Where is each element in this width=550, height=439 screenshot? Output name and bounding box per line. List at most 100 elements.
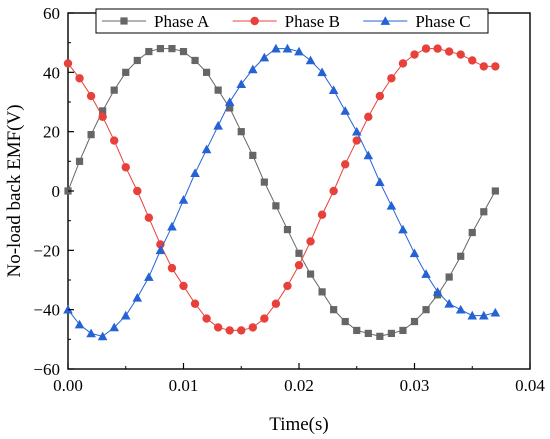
data-point [120,310,131,320]
data-point [122,68,130,76]
data-point [236,79,247,89]
data-point [190,168,200,178]
series-phase-a [64,45,499,340]
data-point [455,304,466,314]
legend-label: Phase A [154,12,210,31]
data-point [226,104,234,112]
data-point [468,56,477,65]
data-point [294,260,304,270]
series-line [67,48,496,337]
data-point [203,68,211,76]
data-point [259,52,270,62]
y-tick-label: 60 [43,4,60,23]
series-phase-b [63,44,500,335]
legend-label: Phase B [285,12,340,31]
data-point [432,287,443,296]
data-point [145,47,153,56]
y-tick-label: 0 [52,182,61,201]
data-point [74,319,85,329]
x-tick-label: 0.03 [400,376,430,395]
y-tick-label: −40 [33,301,60,320]
data-point [421,269,431,278]
data-point [179,281,188,291]
legend-label: Phase C [415,12,470,31]
data-point [317,210,327,219]
legend: Phase A Phase B Phase C [95,8,489,34]
data-point [363,150,374,160]
data-point [144,213,154,222]
data-point [351,126,362,136]
data-point [75,74,84,83]
data-point [178,195,189,204]
x-tick-label: 0.00 [53,376,83,395]
data-point [306,237,315,246]
data-point [248,323,257,332]
data-point [272,202,280,210]
data-point [457,252,465,260]
data-point [318,288,326,296]
data-point [386,201,397,210]
data-point [156,45,164,53]
data-point [167,221,177,231]
data-point [260,314,269,323]
data-point [387,74,396,83]
data-point [132,293,143,302]
data-point [109,322,119,332]
data-point [410,317,419,326]
series-layer [63,43,501,341]
data-point [260,178,268,186]
axes-layer: 0.00 0.01 0.02 0.03 0.04 −60 −40 −20 0 20 40 60 [33,4,545,395]
data-point [98,112,107,122]
data-point [456,50,465,59]
data-point [63,59,73,68]
data-point [271,299,281,308]
y-tick-label: 40 [43,63,60,82]
data-point [214,86,222,94]
y-axis-title: No-load back EMF(V) [4,104,25,277]
data-point [468,228,476,237]
data-point [444,47,454,56]
y-tick-label: −20 [33,241,60,260]
data-point [340,106,350,115]
data-point [341,160,350,169]
data-point [213,120,223,130]
legend-marker [250,16,259,26]
x-tick-label: 0.02 [284,376,314,395]
data-point [353,326,361,335]
y-tick-label: −60 [33,360,60,379]
data-point [445,273,453,281]
series-line [67,48,496,337]
data-point [375,177,385,186]
data-point [387,329,395,337]
legend-marker [380,16,391,25]
data-point [410,50,419,59]
data-point [225,326,234,335]
data-point [329,186,338,196]
data-point [97,331,108,341]
data-point [317,67,327,77]
data-point [480,208,488,216]
data-point [201,144,212,154]
data-point [328,85,339,94]
data-point [133,56,141,65]
data-point [190,299,200,308]
data-point [99,107,107,115]
data-point [144,272,154,281]
data-point [398,224,408,234]
data-point [398,59,408,68]
data-point [224,97,235,106]
data-point [491,62,500,71]
data-point [121,163,130,172]
series-phase-c [63,43,501,341]
data-point [341,317,349,326]
data-point [202,314,211,323]
data-point [490,307,501,317]
data-point [237,128,245,136]
data-point [86,328,96,338]
data-point [352,136,361,145]
data-point [75,157,84,165]
data-point [282,43,293,53]
data-point [364,329,372,337]
data-point [375,91,385,101]
